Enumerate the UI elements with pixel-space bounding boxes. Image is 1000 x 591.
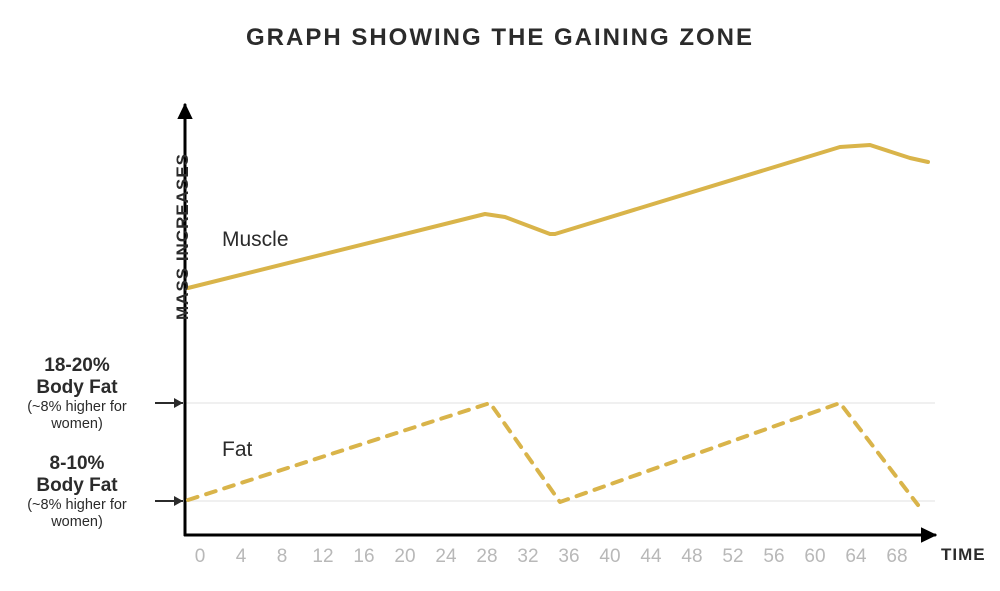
anno-line: Body Fat [2,377,152,399]
x-tick-label: 56 [754,546,794,568]
x-tick-label: 16 [344,546,384,568]
x-tick-label: 48 [672,546,712,568]
anno-line: women) [2,416,152,433]
upper-bodyfat-annotation: 18-20% Body Fat (~8% higher for women) [2,355,152,432]
x-tick-label: 52 [713,546,753,568]
x-tick-label: 4 [221,546,261,568]
x-tick-label: 36 [549,546,589,568]
anno-line: women) [2,514,152,531]
fat-series-label: Fat [222,438,252,462]
anno-line: (~8% higher for [2,497,152,514]
x-tick-label: 0 [180,546,220,568]
x-tick-label: 44 [631,546,671,568]
y-axis-label: MASS INCREASES [173,153,193,320]
x-tick-label: 12 [303,546,343,568]
anno-line: (~8% higher for [2,399,152,416]
anno-line: 18-20% [2,355,152,377]
x-tick-label: 40 [590,546,630,568]
anno-line: Body Fat [2,475,152,497]
lower-bodyfat-annotation: 8-10% Body Fat (~8% higher for women) [2,453,152,530]
x-tick-label: 60 [795,546,835,568]
x-tick-label: 64 [836,546,876,568]
muscle-series-label: Muscle [222,228,289,252]
x-tick-label: 68 [877,546,917,568]
x-tick-label: 8 [262,546,302,568]
x-tick-label: 24 [426,546,466,568]
x-tick-label: 28 [467,546,507,568]
x-tick-label: 20 [385,546,425,568]
x-tick-label: 32 [508,546,548,568]
anno-line: 8-10% [2,453,152,475]
chart-container: GRAPH SHOWING THE GAINING ZONE MASS INCR… [0,0,1000,591]
x-axis-label: TIME [941,545,986,565]
